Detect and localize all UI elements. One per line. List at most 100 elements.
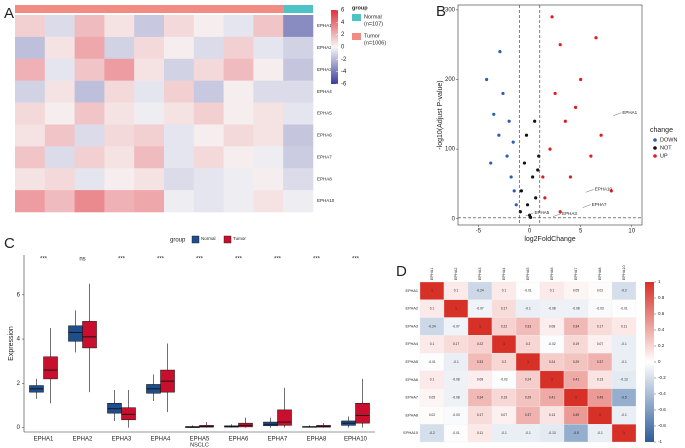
colorbar-label: -0.2 (658, 375, 666, 380)
corr-value: -0.01 (452, 431, 459, 435)
point (511, 140, 515, 144)
heatmap-cell (74, 168, 105, 191)
heatmap-cell (134, 124, 165, 147)
heatmap-cell (253, 124, 284, 147)
corr-value: -0.1 (501, 431, 507, 435)
heatmap-cell (223, 58, 254, 81)
corr-value: 0.17 (477, 413, 483, 417)
corr-value: 0.08 (477, 378, 483, 382)
point (550, 15, 554, 19)
group-bar (15, 5, 284, 13)
heatmap-cell (193, 36, 224, 60)
heatmap-cell (74, 124, 105, 147)
corr-value: 0.37 (525, 413, 531, 417)
row-label: EPHA2 (406, 307, 418, 311)
heatmap-cell (44, 58, 75, 81)
point (509, 175, 513, 179)
point (589, 154, 593, 158)
panel-label: B (436, 3, 446, 20)
colorbar-label: -0.4 (658, 391, 666, 396)
heatmap-cell (15, 15, 46, 38)
heatmap-cell (164, 58, 195, 81)
row-label: EPHA3 (406, 324, 418, 328)
heatmap-cell (15, 168, 46, 191)
corr-value: -0.1 (621, 342, 627, 346)
point (534, 196, 538, 200)
corr-value: 0.22 (477, 342, 483, 346)
column-label: EPHA8 (598, 268, 602, 280)
corr-value: 1 (503, 342, 505, 346)
row-label: EPHA6 (317, 133, 332, 138)
corr-value: -0.13 (548, 431, 555, 435)
x-tick-label: EPHA3 (112, 437, 132, 443)
row-label: EPHA5 (317, 111, 332, 116)
corr-value: 1 (599, 413, 601, 417)
corr-value: 0.1 (550, 289, 555, 293)
column-label: EPHA1 (430, 268, 434, 280)
corr-value: 0.17 (597, 324, 603, 328)
row-label: EPHA1 (406, 289, 418, 293)
corr-value: -0.02 (548, 342, 555, 346)
annotation: EPHA5 (534, 210, 549, 215)
heatmap-cell (283, 102, 314, 125)
point (599, 133, 603, 137)
annotation-leader (613, 112, 622, 116)
colorbar-label: -4 (341, 69, 347, 75)
heatmap-cell (164, 80, 195, 103)
corr-value: -0.01 (428, 360, 435, 364)
corr-value: 0.17 (453, 342, 459, 346)
corr-value: 0.19 (573, 342, 579, 346)
point (563, 119, 567, 123)
point (553, 91, 557, 96)
colorbar-label: 0.8 (658, 295, 665, 300)
annotation-leader (552, 213, 562, 217)
corr-value: -0.5 (573, 431, 579, 435)
corr-value: 0.29 (525, 395, 531, 399)
point (548, 147, 552, 151)
heatmap-cell (193, 102, 224, 125)
corr-value: 0.11 (621, 324, 627, 328)
legend-swatch (352, 14, 361, 21)
box (121, 407, 136, 421)
legend-swatch (223, 235, 232, 244)
heatmap-cell (44, 168, 75, 191)
y-tick-label: 6 (17, 292, 21, 298)
y-tick-label: 2 (17, 381, 21, 387)
heatmap-cell (134, 36, 165, 60)
point (519, 189, 523, 193)
heatmap-cell (164, 146, 195, 169)
corr-value: -0.08 (548, 307, 555, 311)
annotation-leader (585, 189, 594, 193)
heatmap-cell (15, 102, 46, 125)
point (528, 215, 533, 219)
heatmap-cell (253, 168, 284, 191)
colorbar-label: -6 (341, 82, 347, 88)
heatmap-cell (164, 15, 195, 38)
significance: *** (157, 257, 165, 263)
point (543, 196, 547, 200)
x-tick-label: 5 (579, 229, 583, 235)
point (531, 175, 535, 179)
heatmap-cell (134, 102, 165, 125)
panel-label: A (4, 5, 14, 22)
y-axis-title: -log10(Adjust P-value) (437, 80, 444, 149)
corr-value: 0.1 (502, 289, 507, 293)
corr-value: 1 (575, 395, 577, 399)
heatmap-cell (193, 190, 224, 213)
corr-value: 1 (431, 289, 433, 293)
y-tick-label: 100 (445, 147, 456, 153)
heatmap-cell (193, 124, 224, 147)
heatmap-cell (104, 146, 135, 169)
heatmap-cell (134, 190, 165, 213)
x-tick-label: -5 (476, 229, 482, 235)
column-label: EPHA4 (502, 268, 506, 280)
row-label: EPHA3 (317, 67, 332, 72)
column-label: EPHA2 (454, 268, 458, 280)
x-axis-title: NSCLC (190, 442, 209, 448)
significance: ns (79, 257, 85, 263)
significance: *** (118, 257, 126, 263)
row-label: EPHA7 (406, 396, 418, 400)
corr-value: 0.33 (525, 324, 531, 328)
legend-swatch (352, 33, 361, 40)
corr-value: 0.22 (501, 324, 507, 328)
